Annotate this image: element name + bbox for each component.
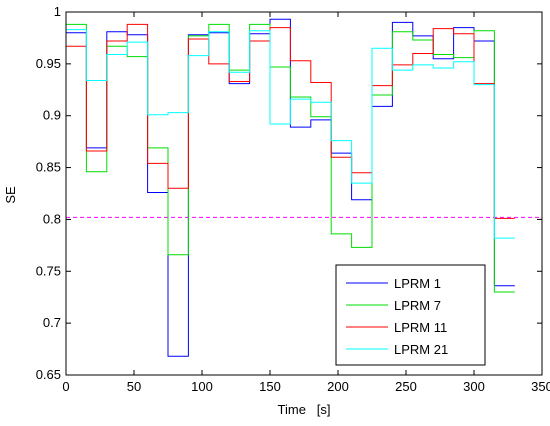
y-tick-label: 0.95 <box>36 56 61 71</box>
legend-box <box>335 264 486 366</box>
x-axis-label: Time [s] <box>278 402 331 417</box>
y-tick-label: 0.85 <box>36 160 61 175</box>
y-axis: 0.65 0.7 0.75 0.8 0.85 0.9 0.95 1 <box>36 4 542 382</box>
y-tick-label: 1 <box>54 4 61 19</box>
legend-label-3: LPRM 11 <box>394 320 447 335</box>
y-tick-label: 0.75 <box>36 263 61 278</box>
x-tick-label: 250 <box>395 379 417 394</box>
x-tick-label: 350 <box>531 379 550 394</box>
legend-label-2: LPRM 7 <box>394 298 441 313</box>
series-layer <box>66 18 515 357</box>
y-tick-label: 0.9 <box>43 108 61 123</box>
x-tick-label: 200 <box>327 379 349 394</box>
y-tick-label: 0.7 <box>43 315 61 330</box>
y-tick-label: 0.8 <box>43 211 61 226</box>
y-axis-label: SE <box>3 186 18 204</box>
x-tick-label: 0 <box>62 379 69 394</box>
series-line-4 <box>66 29 515 239</box>
x-tick-label: 300 <box>463 379 485 394</box>
x-axis: 0 50 100 150 200 250 300 350 <box>62 12 550 394</box>
legend-label-1: LPRM 1 <box>394 276 441 291</box>
x-tick-label: 100 <box>191 379 213 394</box>
plot-frame <box>65 11 543 376</box>
x-tick-label: 150 <box>259 379 281 394</box>
x-tick-label: 50 <box>127 379 141 394</box>
legend: LPRM 1 LPRM 7 LPRM 11 LPRM 21 <box>335 264 486 366</box>
y-tick-label: 0.65 <box>36 367 61 382</box>
legend-label-4: LPRM 21 <box>394 342 448 357</box>
